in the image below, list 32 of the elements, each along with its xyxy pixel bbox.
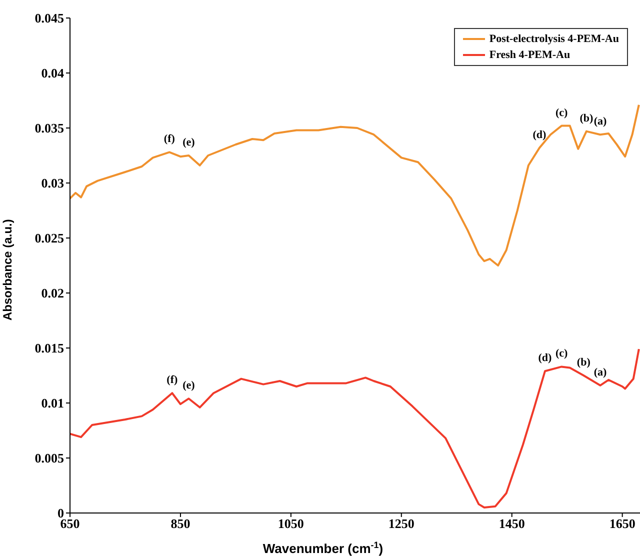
x-tick-label: 850 [170,516,190,532]
annotation: (d) [532,128,547,141]
annotation: (a) [594,116,607,128]
y-tick-label: 0.015 [34,340,64,356]
x-tick-label: 1650 [609,516,636,532]
y-axis-title: Absorbance (a.u.) [0,219,14,320]
y-tick-label: 0.03 [41,176,64,191]
annotation: (c) [555,106,568,119]
annotation: (b) [580,112,594,124]
annotation: (b) [576,356,591,368]
annotation: (f) [164,133,176,146]
y-tick-label: 0.02 [41,286,64,301]
annotation: (a) [594,366,607,378]
y-tick-label: 0.025 [34,230,64,246]
legend-label: Fresh 4-PEM-Au [489,48,570,63]
x-tick-label: 1250 [388,516,414,532]
y-tick-label: 0.035 [34,120,64,136]
annotation: (f) [166,374,178,386]
legend-label: Post-electrolysis 4-PEM-Au [489,32,619,47]
x-tick-label: 1050 [278,516,304,532]
annotation: (c) [555,348,568,360]
y-tick-label: 0.04 [41,66,64,81]
line-series [70,348,640,508]
annotation: (d) [538,352,552,364]
y-tick-label: 0.005 [34,450,64,466]
annotation: (e) [182,380,196,392]
y-tick-label: 0.045 [34,10,64,26]
annotation: (e) [182,136,196,148]
x-axis-title: Wavenumber (cm$^{-1}$) [262,540,384,556]
line-series [70,104,640,266]
x-tick-label: 1450 [498,516,525,532]
y-tick-label: 0.01 [41,396,64,411]
